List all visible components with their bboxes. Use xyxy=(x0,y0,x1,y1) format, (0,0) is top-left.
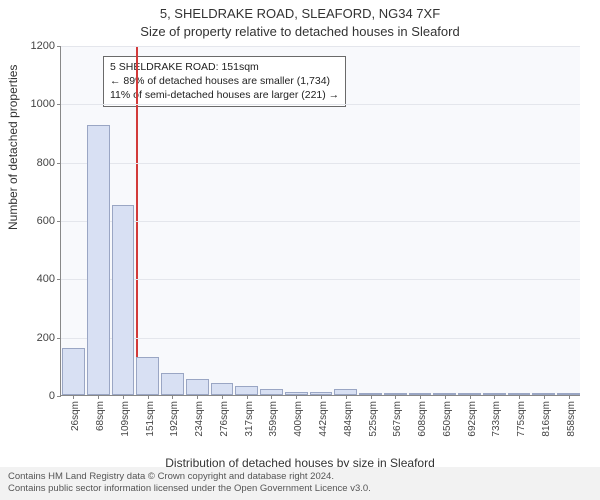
page-subtitle: Size of property relative to detached ho… xyxy=(0,24,600,39)
bar xyxy=(112,205,135,395)
ytick-mark xyxy=(57,338,61,339)
xtick-mark xyxy=(519,395,520,399)
ytick-mark xyxy=(57,396,61,397)
footer-line-1: Contains HM Land Registry data © Crown c… xyxy=(8,471,592,482)
xtick-label: 608sqm xyxy=(417,401,428,437)
xtick-label: 109sqm xyxy=(120,401,131,437)
ytick-label: 1200 xyxy=(31,40,55,52)
gridline xyxy=(61,338,580,339)
ytick-label: 800 xyxy=(37,157,55,169)
ytick-mark xyxy=(57,104,61,105)
xtick-label: 484sqm xyxy=(343,401,354,437)
chart-container: 5, SHELDRAKE ROAD, SLEAFORD, NG34 7XF Si… xyxy=(0,0,600,500)
xtick-label: 26sqm xyxy=(70,401,81,431)
gridline xyxy=(61,221,580,222)
ytick-label: 400 xyxy=(37,273,55,285)
xtick-label: 400sqm xyxy=(293,401,304,437)
xtick-label: 68sqm xyxy=(95,401,106,431)
xtick-mark xyxy=(247,395,248,399)
annotation-line: 5 SHELDRAKE ROAD: 151sqm xyxy=(110,60,339,74)
gridline xyxy=(61,46,580,47)
xtick-label: 816sqm xyxy=(541,401,552,437)
xtick-mark xyxy=(569,395,570,399)
xtick-label: 151sqm xyxy=(145,401,156,437)
xtick-mark xyxy=(371,395,372,399)
xtick-mark xyxy=(98,395,99,399)
xtick-mark xyxy=(296,395,297,399)
xtick-mark xyxy=(123,395,124,399)
ytick-mark xyxy=(57,46,61,47)
page-title: 5, SHELDRAKE ROAD, SLEAFORD, NG34 7XF xyxy=(0,6,600,21)
bar xyxy=(62,348,85,395)
ytick-label: 600 xyxy=(37,215,55,227)
xtick-label: 692sqm xyxy=(467,401,478,437)
xtick-mark xyxy=(73,395,74,399)
bar xyxy=(211,383,234,395)
xtick-mark xyxy=(222,395,223,399)
ytick-mark xyxy=(57,163,61,164)
xtick-mark xyxy=(148,395,149,399)
xtick-label: 525sqm xyxy=(368,401,379,437)
bar xyxy=(161,373,184,395)
xtick-label: 650sqm xyxy=(442,401,453,437)
footer-attribution: Contains HM Land Registry data © Crown c… xyxy=(0,467,600,500)
annotation-line: ← 89% of detached houses are smaller (1,… xyxy=(110,74,339,88)
xtick-label: 567sqm xyxy=(392,401,403,437)
ytick-label: 0 xyxy=(49,390,55,402)
gridline xyxy=(61,163,580,164)
xtick-mark xyxy=(346,395,347,399)
xtick-label: 276sqm xyxy=(219,401,230,437)
xtick-mark xyxy=(172,395,173,399)
gridline xyxy=(61,104,580,105)
xtick-mark xyxy=(420,395,421,399)
plot-area: 5 SHELDRAKE ROAD: 151sqm← 89% of detache… xyxy=(60,46,580,396)
annotation-line: 11% of semi-detached houses are larger (… xyxy=(110,88,339,102)
bar xyxy=(136,357,159,395)
xtick-label: 317sqm xyxy=(244,401,255,437)
xtick-label: 192sqm xyxy=(169,401,180,437)
xtick-mark xyxy=(544,395,545,399)
bar xyxy=(235,386,258,395)
xtick-label: 442sqm xyxy=(318,401,329,437)
xtick-label: 858sqm xyxy=(566,401,577,437)
xtick-mark xyxy=(321,395,322,399)
xtick-label: 733sqm xyxy=(491,401,502,437)
xtick-label: 359sqm xyxy=(268,401,279,437)
ytick-label: 200 xyxy=(37,332,55,344)
y-axis-label: Number of detached properties xyxy=(6,65,20,230)
ytick-mark xyxy=(57,221,61,222)
xtick-label: 775sqm xyxy=(516,401,527,437)
footer-line-2: Contains public sector information licen… xyxy=(8,483,592,494)
bar xyxy=(186,379,209,395)
ytick-label: 1000 xyxy=(31,98,55,110)
xtick-label: 234sqm xyxy=(194,401,205,437)
xtick-mark xyxy=(395,395,396,399)
xtick-mark xyxy=(494,395,495,399)
xtick-mark xyxy=(470,395,471,399)
xtick-mark xyxy=(445,395,446,399)
annotation-box: 5 SHELDRAKE ROAD: 151sqm← 89% of detache… xyxy=(103,56,346,107)
ytick-mark xyxy=(57,279,61,280)
xtick-mark xyxy=(271,395,272,399)
bar xyxy=(87,125,110,395)
gridline xyxy=(61,279,580,280)
xtick-mark xyxy=(197,395,198,399)
